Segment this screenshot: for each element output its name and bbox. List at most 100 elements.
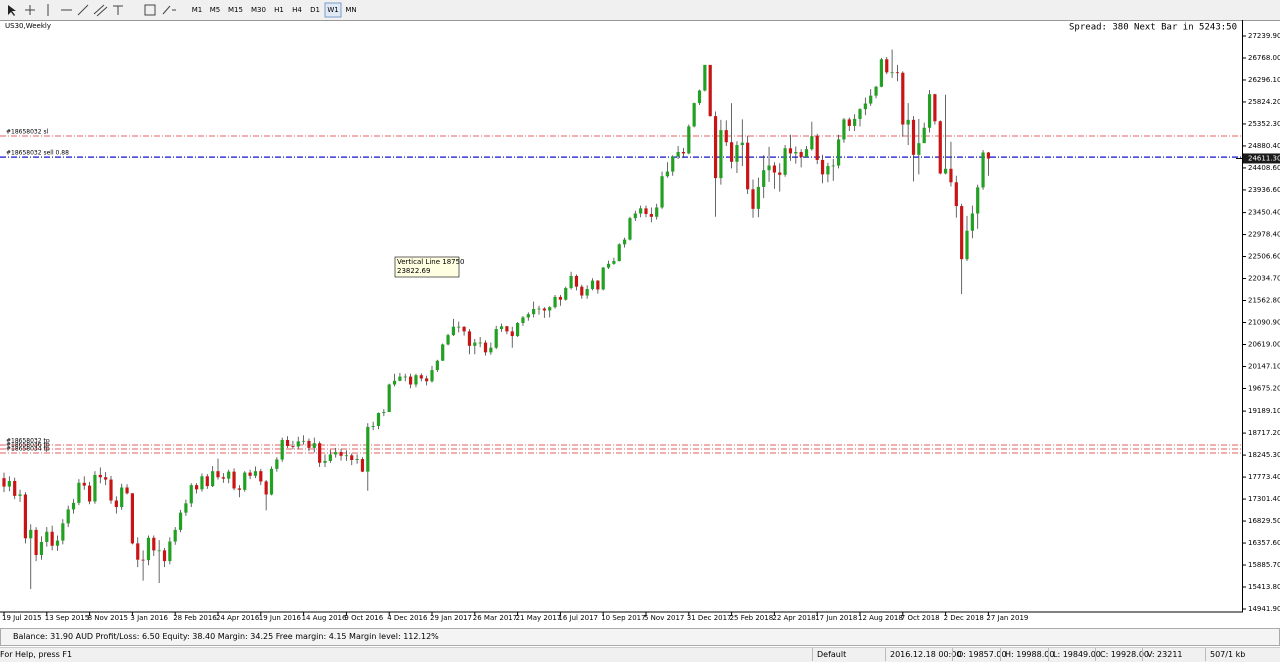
x-tick-label: 31 Dec 2017 [687,614,732,622]
candle-body [125,487,129,494]
candle-body [178,512,183,530]
candle-body [195,485,199,490]
candle-body [687,126,691,154]
trendline-tool[interactable] [77,4,89,16]
x-tick-label: 19 Jun 2016 [259,614,302,622]
candle-body [885,59,889,73]
order-line-label: #18658036 tp [6,442,50,449]
candle-body [467,331,472,346]
status-low: L: 19849.00 [1048,648,1101,661]
x-tick-label: 28 Feb 2016 [173,614,217,622]
candle-body [553,296,557,308]
timeframe-button[interactable]: MN [345,6,356,14]
y-tick-label: 22978.40 [1248,231,1280,239]
y-tick-label: 18245.30 [1248,451,1280,459]
shapes-tool[interactable] [162,5,176,15]
y-tick-label: 22506.60 [1248,253,1280,261]
price-tag [1243,153,1280,164]
candle-body [104,477,108,480]
x-tick-label: 27 Jan 2019 [986,614,1028,622]
timeframe-button[interactable]: M15 [228,6,243,14]
candle-body [569,275,573,289]
candle-body [259,471,263,482]
channel-tool[interactable] [93,4,108,17]
timeframe-button[interactable]: M5 [210,6,221,14]
candle-body [275,459,279,469]
candle-body [772,165,776,173]
candle-body [451,326,455,336]
candle-body [911,119,916,155]
candle-body [462,326,466,332]
candle-body [39,541,44,556]
timeframe-button[interactable]: M1 [192,6,203,14]
candle-body [136,543,140,560]
candle-body [499,326,504,330]
candle-body [478,342,482,344]
candle-body [965,230,969,260]
candle-body [746,142,750,190]
candle-body [842,119,846,140]
label-tool[interactable] [144,4,156,16]
candle-body [526,314,530,318]
order-line-label: #18658032 sell 0.88 [6,150,69,157]
y-tick-label: 15413.80 [1248,583,1280,591]
candle-body [863,103,867,110]
candle-body [120,487,124,508]
candle-body [280,439,284,460]
y-tick-label: 26296.10 [1248,76,1280,84]
timeframe-button[interactable]: H1 [274,6,284,14]
candle-body [483,342,488,353]
candle-body [216,471,220,478]
candle-body [328,454,332,461]
candle-body [323,460,327,463]
y-tick-label: 20147.10 [1248,362,1280,370]
timeframe-button[interactable]: W1 [327,6,338,14]
x-tick-label: 26 Mar 2017 [473,614,517,622]
x-tick-label: 14 Aug 2016 [302,614,347,622]
timeframe-button[interactable]: M30 [251,6,266,14]
cursor-tool[interactable] [8,5,16,16]
text-tool[interactable] [113,5,123,15]
candle-body [617,244,621,262]
candle-body [853,118,857,126]
candle-body [510,331,514,337]
candle-body [403,376,407,378]
candle-body [751,189,755,209]
x-tick-label: 21 May 2017 [516,614,562,622]
candle-body [606,263,611,268]
x-tick-label: 17 Jun 2018 [815,614,857,622]
candle-body [794,152,798,154]
timeframe-button[interactable]: D1 [310,6,320,14]
candle-body [788,148,793,154]
candle-body [398,376,402,381]
candle-body [98,474,102,478]
candle-body [71,502,76,510]
candle-body [949,168,953,183]
candle-body [730,142,734,162]
y-tick-label: 24408.60 [1248,164,1280,172]
candle-body [162,550,167,562]
candle-body [409,376,413,385]
order-line-label: #18658034 tp [6,446,50,453]
status-open: O: 19857.00 [952,648,1007,661]
candle-body [494,329,498,348]
candle-body [681,152,686,154]
candle-body [23,494,27,539]
crosshair-tool[interactable] [25,5,35,15]
candle-body [804,149,809,158]
candle-body [382,412,386,413]
candle-body [612,261,616,264]
y-tick-label: 19675.20 [1248,384,1280,392]
candle-body [82,482,86,486]
status-bar [0,647,1280,662]
candle-body [45,531,49,542]
y-tick-label: 17773.40 [1248,473,1280,481]
y-tick-label: 21090.90 [1248,319,1280,327]
candle-body [542,308,546,311]
candle-body [532,309,536,315]
candle-body [93,474,97,502]
candle-body [713,116,718,179]
candle-body [826,165,830,175]
timeframe-button[interactable]: H4 [292,6,302,14]
candle-body [580,286,584,296]
